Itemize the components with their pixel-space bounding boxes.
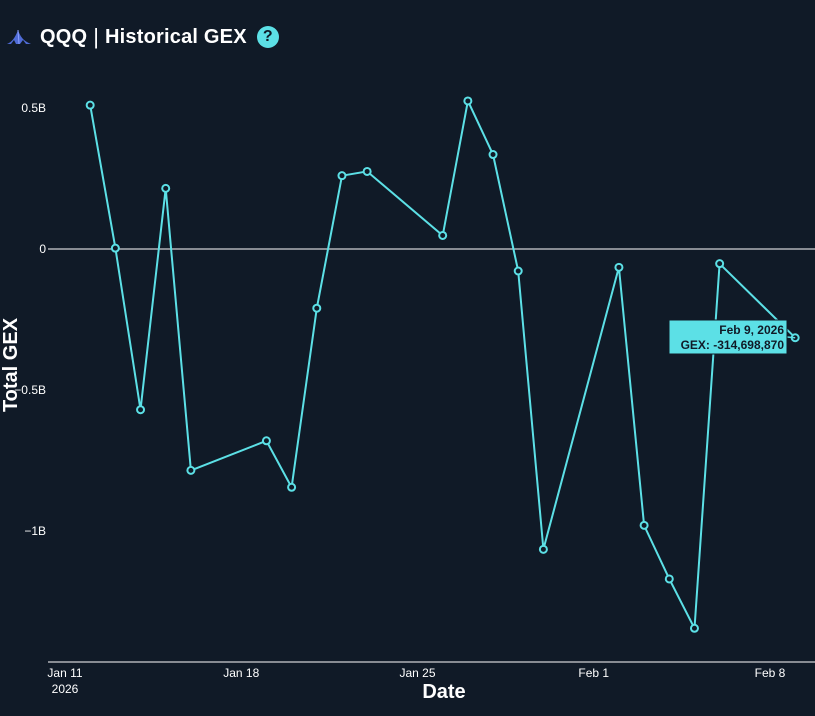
data-point[interactable]	[261, 436, 271, 446]
x-tick-label: Jan 11	[47, 666, 82, 680]
data-point[interactable]	[337, 171, 347, 181]
chart-header: QQQ | Historical GEX ?	[6, 22, 279, 52]
chart-title: Historical GEX	[105, 25, 247, 48]
x-axis-ticks: Jan 11 2026 Jan 18 Jan 25 Feb 1 Feb 8	[47, 666, 785, 696]
y-axis-title: Total GEX	[0, 317, 22, 412]
data-point[interactable]	[136, 405, 146, 415]
data-point[interactable]	[488, 150, 498, 160]
ticker-label: QQQ	[40, 25, 88, 48]
x-tick-label: Jan 25	[399, 666, 435, 680]
y-tick-label: 0	[39, 242, 46, 256]
data-point[interactable]	[161, 183, 171, 193]
data-point[interactable]	[513, 266, 523, 276]
help-icon[interactable]: ?	[256, 26, 279, 48]
data-point[interactable]	[715, 259, 725, 269]
data-point[interactable]	[287, 482, 297, 492]
title-separator: |	[93, 24, 99, 49]
x-tick-label: Jan 18	[223, 666, 259, 680]
tooltip-connector	[786, 336, 796, 339]
data-point[interactable]	[639, 520, 649, 530]
x-axis-title: Date	[422, 681, 465, 703]
data-point[interactable]	[689, 623, 699, 633]
data-point[interactable]	[438, 230, 448, 240]
tooltip-date: Feb 9, 2026	[719, 323, 784, 337]
data-points	[85, 96, 800, 633]
data-point[interactable]	[110, 243, 120, 253]
data-point[interactable]	[614, 262, 624, 272]
data-point[interactable]	[362, 166, 372, 176]
logo-icon	[7, 29, 31, 45]
tooltip-value: GEX: -314,698,870	[681, 338, 785, 352]
hover-tooltip: Feb 9, 2026 GEX: -314,698,870	[668, 319, 796, 355]
data-point[interactable]	[664, 574, 674, 584]
data-point[interactable]	[85, 100, 95, 110]
series-line	[89, 97, 796, 632]
tooltip-box	[668, 319, 788, 355]
data-point[interactable]	[186, 465, 196, 475]
x-tick-label: Feb 8	[755, 666, 786, 680]
y-tick-label: −1B	[24, 524, 46, 538]
y-tick-label: −0.5B	[14, 383, 46, 397]
y-axis-ticks: 0.5B 0 −0.5B −1B	[14, 101, 46, 538]
y-tick-label: 0.5B	[21, 101, 46, 115]
x-tick-sublabel: 2026	[52, 682, 79, 696]
data-point[interactable]	[312, 303, 322, 313]
data-point[interactable]	[463, 96, 473, 106]
data-point[interactable]	[538, 544, 548, 554]
x-tick-label: Feb 1	[578, 666, 609, 680]
